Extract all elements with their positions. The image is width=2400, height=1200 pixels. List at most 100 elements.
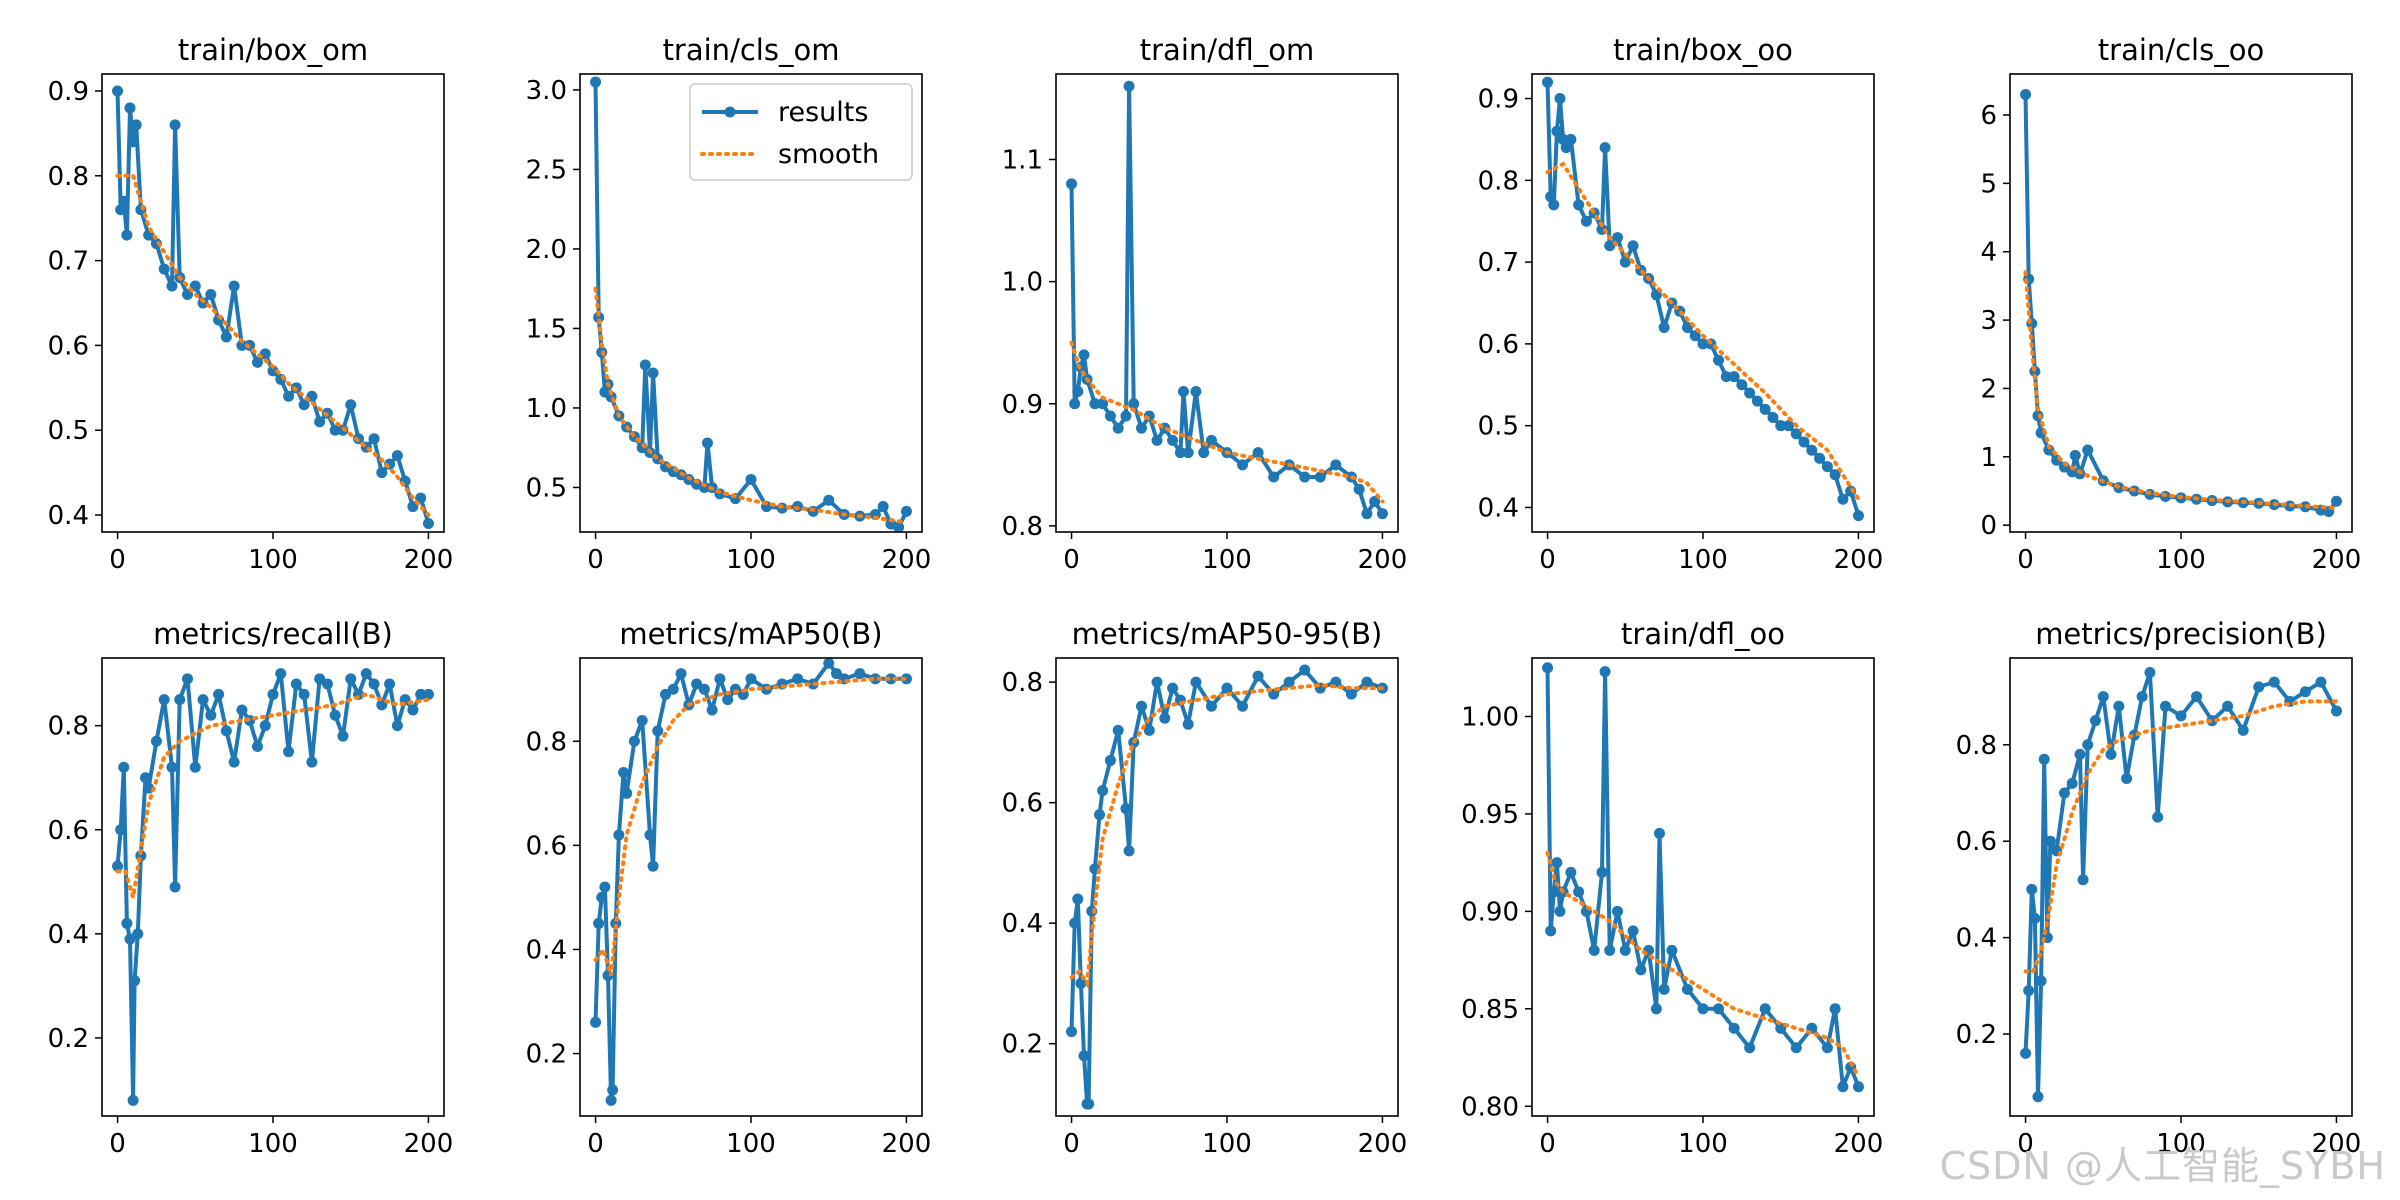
x-tick-label: 0	[2017, 545, 2034, 575]
y-tick-label: 0.5	[48, 416, 89, 446]
y-tick-label: 2.0	[526, 235, 567, 265]
results-point	[1580, 215, 1592, 227]
results-point	[267, 365, 279, 377]
results-point	[1635, 964, 1647, 976]
legend-results-label: results	[778, 97, 868, 128]
y-tick-label: 0.95	[1461, 800, 1519, 830]
results-point	[1072, 893, 1084, 905]
results-point	[1627, 925, 1639, 937]
results-point	[251, 356, 263, 368]
results-point	[1588, 944, 1600, 956]
x-tick-label: 200	[1834, 1129, 1884, 1159]
results-point	[1736, 379, 1748, 391]
results-point	[1069, 398, 1081, 410]
y-tick-label: 0.9	[1478, 85, 1519, 115]
results-point	[1821, 461, 1833, 473]
results-point	[2315, 676, 2327, 688]
results-point	[1565, 133, 1577, 145]
results-point	[228, 756, 240, 768]
results-point	[391, 450, 403, 462]
results-point	[745, 673, 757, 685]
chart-title: train/box_oo	[1613, 33, 1793, 67]
results-point	[158, 263, 170, 275]
results-point	[174, 694, 186, 706]
results-point	[1551, 857, 1563, 869]
series-smooth	[1545, 161, 1861, 502]
results-point	[1542, 76, 1554, 88]
x-tick-label: 100	[2156, 1129, 2206, 1159]
results-point	[384, 678, 396, 690]
results-point	[1299, 471, 1311, 483]
results-point	[621, 787, 633, 799]
x-tick-label: 200	[404, 1129, 454, 1159]
y-tick-label: 0.6	[48, 331, 89, 361]
results-point	[415, 688, 427, 700]
results-point	[745, 474, 757, 486]
results-point	[613, 829, 625, 841]
results-point	[1190, 386, 1202, 398]
results-point	[675, 668, 687, 680]
results-point	[2330, 495, 2342, 507]
results-point	[1551, 125, 1563, 137]
results-point	[647, 860, 659, 872]
chart-panel: train/cls_oo 0 100 200 0 1 2 3 4 5 6	[1980, 33, 2361, 575]
results-point	[1151, 676, 1163, 688]
chart-title: train/cls_oo	[2098, 33, 2264, 67]
results-point	[660, 688, 671, 700]
results-point	[1104, 754, 1116, 766]
smooth-line	[1545, 161, 1861, 502]
series-results	[112, 668, 434, 1106]
results-point	[1713, 354, 1725, 366]
results-point	[1751, 395, 1763, 407]
x-tick-label: 0	[1063, 545, 1080, 575]
results-point	[2152, 811, 2164, 823]
y-tick-label: 0.9	[1002, 390, 1043, 420]
results-point	[1829, 469, 1841, 481]
legend-smooth-label: smooth	[778, 139, 879, 170]
y-tick-label: 1.5	[526, 314, 567, 344]
smooth-line	[593, 676, 909, 977]
results-point	[1619, 256, 1631, 268]
y-tick-label: 0.4	[1956, 924, 1997, 954]
chart-title: train/dfl_om	[1140, 33, 1314, 67]
results-point	[376, 467, 388, 479]
results-point	[205, 709, 217, 721]
results-point	[1066, 178, 1078, 190]
results-point	[2136, 691, 2148, 703]
results-point	[1237, 459, 1249, 471]
results-point	[124, 102, 136, 114]
results-point	[1120, 803, 1132, 815]
x-tick-label: 0	[587, 545, 604, 575]
results-point	[1072, 386, 1084, 398]
results-point	[1697, 338, 1709, 350]
chart-panel: train/dfl_oo 0 100 200 0.80 0.85 0.90 0.95 1.00	[1461, 617, 1883, 1159]
series-results	[2020, 666, 2342, 1103]
results-point	[2077, 874, 2089, 886]
legend-results-marker	[724, 106, 736, 118]
results-point	[182, 673, 193, 685]
x-tick-label: 100	[726, 545, 776, 575]
results-point	[337, 730, 349, 742]
results-point	[1345, 688, 1357, 700]
chart-title: metrics/precision(B)	[2035, 617, 2327, 651]
x-tick-label: 0	[587, 1129, 604, 1159]
results-point	[1330, 459, 1342, 471]
results-point	[618, 767, 630, 778]
results-point	[329, 709, 341, 721]
y-tick-label: 0.7	[48, 247, 89, 277]
results-point	[1806, 444, 1818, 456]
x-tick-label: 100	[1678, 545, 1728, 575]
results-point	[314, 416, 326, 428]
series-smooth	[1545, 850, 1861, 1079]
series-results	[1066, 664, 1388, 1110]
results-point	[169, 119, 181, 131]
chart-panel: metrics/precision(B) 0 100 200 0.2 0.4 0.6 0.8	[1956, 617, 2362, 1159]
results-point	[2066, 777, 2078, 789]
y-tick-label: 0.6	[1478, 330, 1519, 360]
results-point	[422, 518, 434, 530]
results-point	[1182, 718, 1194, 730]
x-tick-label: 0	[1063, 1129, 1080, 1159]
results-point	[1078, 349, 1090, 361]
y-tick-label: 1.00	[1461, 702, 1519, 732]
results-point	[2144, 666, 2156, 678]
